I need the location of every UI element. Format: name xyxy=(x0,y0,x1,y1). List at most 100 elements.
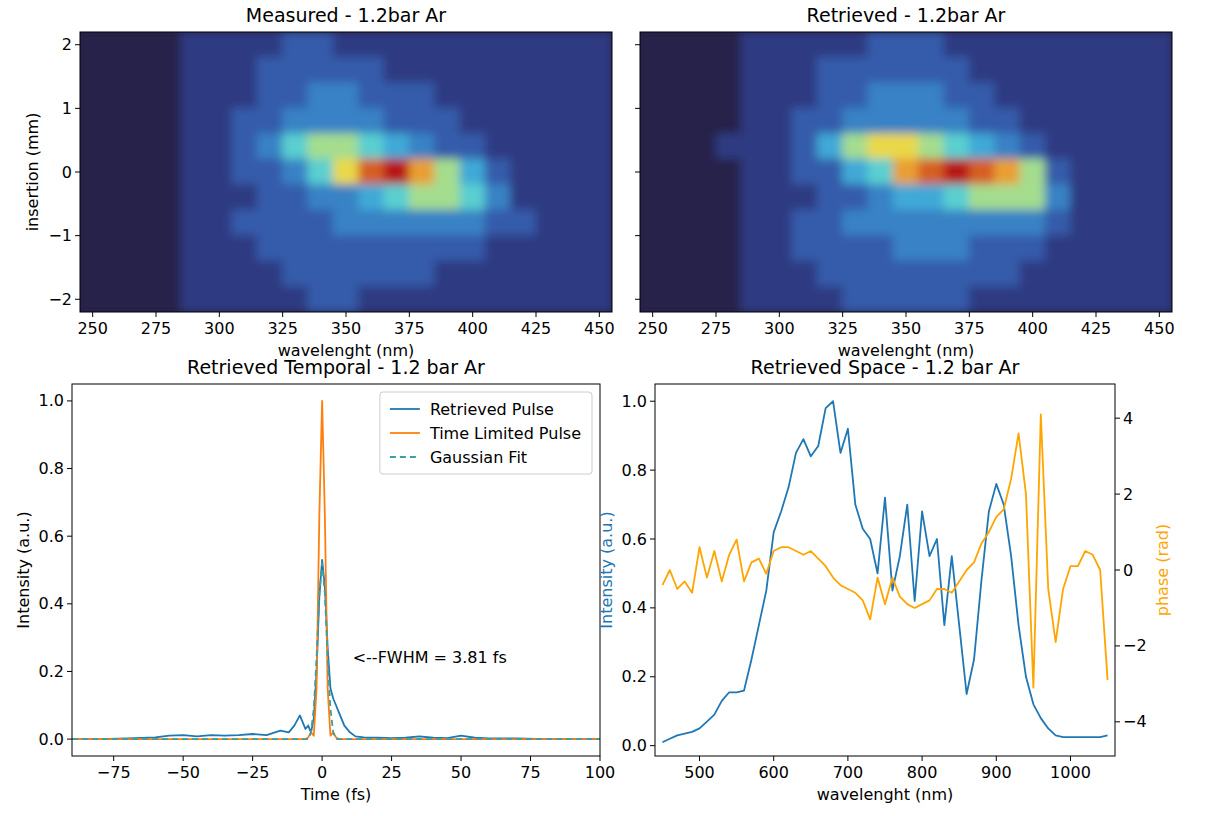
heatmap-cell xyxy=(1096,82,1122,108)
heatmap-cell xyxy=(460,82,486,108)
heatmap-cell xyxy=(842,184,868,210)
heatmap-cell xyxy=(282,57,308,83)
heatmap-cell xyxy=(510,108,536,134)
y-tick xyxy=(650,676,655,677)
heatmap-cell xyxy=(333,32,359,58)
heatmap-cell xyxy=(842,108,868,134)
heatmap-cell xyxy=(918,286,944,312)
heatmap-cell xyxy=(690,210,716,236)
heatmap-cell xyxy=(817,57,843,83)
heatmap-cell xyxy=(690,286,716,312)
heatmap-cell xyxy=(665,32,691,58)
heatmap-cell xyxy=(156,82,182,108)
heatmap-cell xyxy=(536,184,562,210)
heatmap-cell xyxy=(586,210,612,236)
heatmap-cell xyxy=(716,286,742,312)
heatmap-cell xyxy=(969,32,995,58)
y-tick xyxy=(67,739,72,740)
x-tick-label: −50 xyxy=(166,763,200,782)
x-tick-label: 250 xyxy=(637,319,668,338)
x-tick xyxy=(156,312,157,317)
heatmap-cell xyxy=(282,210,308,236)
x-tick xyxy=(847,756,848,761)
x-ticks: 250275300325350375400425450 xyxy=(77,312,614,338)
heatmap-cell xyxy=(308,286,334,312)
heatmap-cell xyxy=(561,82,587,108)
heatmap-cell xyxy=(105,210,131,236)
heatmap-cell xyxy=(434,82,460,108)
heatmap-cell xyxy=(384,286,410,312)
heatmap-cell xyxy=(181,57,207,83)
heatmap-cell xyxy=(1146,133,1172,159)
x-tick-label: 350 xyxy=(331,319,362,338)
heatmap-cell xyxy=(640,286,666,312)
heatmap-cell xyxy=(130,82,156,108)
heatmap-cell xyxy=(181,82,207,108)
heatmap-cell xyxy=(741,82,767,108)
y-tick-label: 2 xyxy=(62,35,72,54)
heatmap-cell xyxy=(792,82,818,108)
y2-tick-label: 4 xyxy=(1123,409,1133,428)
heatmap-cell xyxy=(1045,159,1071,185)
heatmap-cell xyxy=(460,32,486,58)
heatmap-cell xyxy=(80,261,106,287)
y2-tick-label: 0 xyxy=(1123,561,1133,580)
heatmap-cell xyxy=(561,32,587,58)
heatmap-cell xyxy=(510,133,536,159)
y-tick xyxy=(75,172,80,173)
x-tick xyxy=(1032,312,1033,317)
heatmap-cell xyxy=(561,286,587,312)
heatmap-cell xyxy=(918,261,944,287)
heatmap-cell xyxy=(536,286,562,312)
x-tick xyxy=(252,756,253,761)
heatmap-cell xyxy=(868,261,894,287)
plot-area xyxy=(640,32,1172,312)
heatmap-cell xyxy=(1121,133,1147,159)
heatmap-cell xyxy=(969,82,995,108)
heatmap-cell xyxy=(817,108,843,134)
heatmap-cell xyxy=(842,32,868,58)
y2-axis-title: phase (rad) xyxy=(1153,524,1172,616)
heatmap-cell xyxy=(690,159,716,185)
heatmap-cell xyxy=(1096,210,1122,236)
heatmap-cell xyxy=(206,184,232,210)
heatmap-cell xyxy=(640,235,666,261)
heatmap-cell xyxy=(1020,159,1046,185)
heatmap-cell xyxy=(434,210,460,236)
y-axis-title: insertion (mm) xyxy=(23,113,42,232)
heatmap-cell xyxy=(944,210,970,236)
heatmap-cell xyxy=(80,159,106,185)
heatmap-cell xyxy=(817,82,843,108)
heatmap-cell xyxy=(1070,261,1096,287)
x-tick xyxy=(472,312,473,317)
x-tick xyxy=(530,756,531,761)
heatmap-cell xyxy=(969,261,995,287)
heatmap-cell xyxy=(1070,235,1096,261)
heatmap-cell xyxy=(766,57,792,83)
heatmap-cell xyxy=(434,133,460,159)
heatmap-cell xyxy=(918,32,944,58)
heatmap-cell xyxy=(308,261,334,287)
heatmap-cell xyxy=(460,133,486,159)
x-tick-label: 275 xyxy=(141,319,172,338)
heatmap-cell xyxy=(1096,235,1122,261)
heatmap-cell xyxy=(485,235,511,261)
heatmap-cell xyxy=(944,235,970,261)
heatmap-cell xyxy=(434,159,460,185)
heatmap-cell xyxy=(282,261,308,287)
x-axis-title: Time (fs) xyxy=(300,785,372,804)
heatmap-cell xyxy=(333,57,359,83)
series-line xyxy=(72,560,600,739)
heatmap-cell xyxy=(1070,32,1096,58)
heatmap-cell xyxy=(716,82,742,108)
heatmap-cell xyxy=(206,82,232,108)
heatmap-cell xyxy=(1045,57,1071,83)
legend-swatch xyxy=(390,456,420,458)
y-ticks: −2−1012 xyxy=(48,35,80,309)
heatmap-cell xyxy=(586,57,612,83)
x-tick-label: 500 xyxy=(684,763,715,782)
heatmap-cell xyxy=(766,82,792,108)
heatmap-cell xyxy=(665,108,691,134)
plot-background xyxy=(640,32,1172,312)
heatmap-cell xyxy=(792,159,818,185)
